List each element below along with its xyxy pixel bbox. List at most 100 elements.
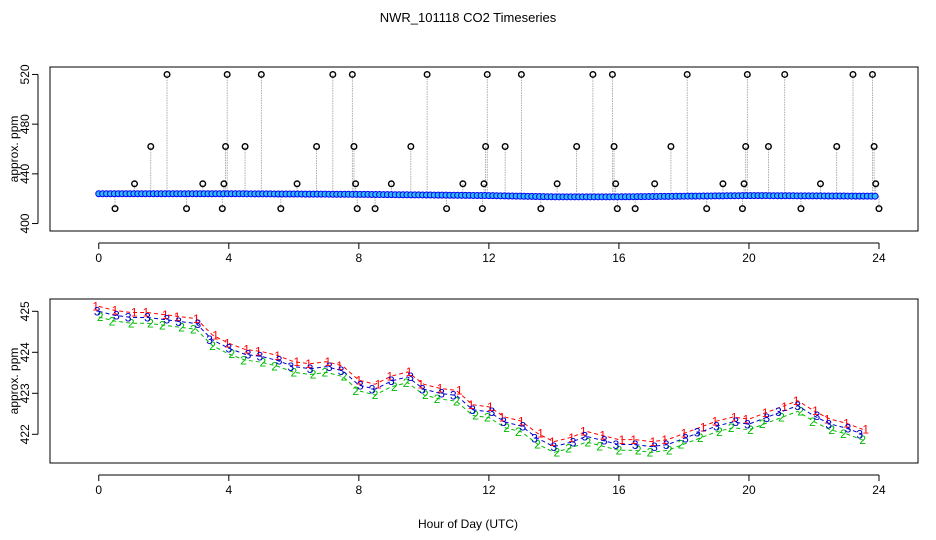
series-marker-1: 1 bbox=[619, 433, 626, 447]
outlier-point bbox=[667, 143, 675, 151]
series-marker-1: 1 bbox=[375, 377, 382, 391]
outlier-point bbox=[199, 180, 207, 188]
series-marker-3: 3 bbox=[194, 317, 201, 331]
outlier-point bbox=[781, 70, 789, 78]
series-marker-3: 3 bbox=[601, 434, 608, 448]
series-marker-2: 2 bbox=[840, 427, 847, 441]
series-marker-1: 1 bbox=[843, 416, 850, 430]
series-marker-2: 2 bbox=[228, 347, 235, 361]
series-marker-1: 1 bbox=[143, 306, 150, 320]
outlier-point bbox=[423, 70, 431, 78]
series-marker-2: 2 bbox=[109, 314, 116, 328]
outlier-point bbox=[147, 143, 155, 151]
series-marker-2: 2 bbox=[503, 421, 510, 435]
series-marker-2: 2 bbox=[147, 316, 154, 330]
x-tick-label: 16 bbox=[612, 251, 626, 265]
outlier-point bbox=[764, 143, 772, 151]
outlier-point bbox=[816, 180, 824, 188]
series-marker-3: 3 bbox=[531, 432, 538, 446]
outlier-point bbox=[683, 70, 691, 78]
series-marker-1: 1 bbox=[700, 421, 707, 435]
outlier-point bbox=[651, 180, 659, 188]
series-marker-1: 1 bbox=[731, 410, 738, 424]
series-marker-3: 3 bbox=[469, 403, 476, 417]
series-marker-1: 1 bbox=[456, 384, 463, 398]
series-marker-3: 3 bbox=[438, 387, 445, 401]
series-marker-3: 3 bbox=[694, 425, 701, 439]
x-tick-label: 16 bbox=[612, 483, 626, 497]
series-marker-3: 3 bbox=[276, 354, 283, 368]
series-marker-1: 1 bbox=[406, 365, 413, 379]
x-tick-label: 20 bbox=[742, 251, 756, 265]
outlier-point bbox=[742, 143, 750, 151]
series-marker-1: 1 bbox=[650, 435, 657, 449]
series-marker-3: 3 bbox=[794, 399, 801, 413]
series-marker-1: 1 bbox=[92, 300, 99, 314]
series-marker-3: 3 bbox=[450, 389, 457, 403]
series-marker-2: 2 bbox=[484, 411, 491, 425]
series-marker-2: 2 bbox=[747, 423, 754, 437]
outlier-point bbox=[875, 205, 883, 213]
series-marker-1: 1 bbox=[599, 429, 606, 443]
series-marker-1: 1 bbox=[162, 308, 169, 322]
series-marker-1: 1 bbox=[274, 349, 281, 363]
series-marker-3: 3 bbox=[245, 348, 252, 362]
top-panel: 0 4 8 12 16 20 24 400 440 480 520 approx. ppm bbox=[7, 64, 919, 265]
series-marker-3: 3 bbox=[775, 405, 782, 419]
series-marker-1: 1 bbox=[212, 328, 219, 342]
series-marker-2: 2 bbox=[678, 437, 685, 451]
series-marker-1: 1 bbox=[305, 357, 312, 371]
series-marker-1: 1 bbox=[255, 345, 262, 359]
y-tick-label: 424 bbox=[18, 342, 32, 362]
x-tick-label: 12 bbox=[482, 483, 496, 497]
series-marker-1: 1 bbox=[131, 306, 138, 320]
outlier-point bbox=[743, 70, 751, 78]
series-marker-3: 3 bbox=[338, 364, 345, 378]
series-marker-3: 3 bbox=[856, 428, 863, 442]
series-marker-2: 2 bbox=[828, 423, 835, 437]
series-marker-2: 2 bbox=[859, 433, 866, 447]
series-marker-2: 2 bbox=[321, 366, 328, 380]
series-marker-3: 3 bbox=[357, 378, 364, 392]
x-tick-label: 4 bbox=[225, 251, 232, 265]
series-marker-3: 3 bbox=[613, 438, 620, 452]
series-marker-1: 1 bbox=[499, 410, 506, 424]
outlier-point bbox=[553, 180, 561, 188]
baseline-point bbox=[871, 192, 879, 200]
series-marker-3: 3 bbox=[632, 438, 639, 452]
series-marker-1: 1 bbox=[812, 404, 819, 418]
outlier-point bbox=[480, 180, 488, 188]
outlier-point bbox=[350, 143, 358, 151]
series-marker-2: 2 bbox=[434, 392, 441, 406]
outlier-point bbox=[313, 143, 321, 151]
y-tick-label: 422 bbox=[18, 424, 32, 444]
series-marker-3: 3 bbox=[287, 360, 294, 374]
series-marker-1: 1 bbox=[549, 435, 556, 449]
x-tick-label: 12 bbox=[482, 251, 496, 265]
outlier-point bbox=[719, 180, 727, 188]
outlier-point bbox=[872, 180, 880, 188]
series-marker-2: 2 bbox=[159, 318, 166, 332]
series-marker-2: 2 bbox=[97, 310, 104, 324]
series-marker-3: 3 bbox=[369, 382, 376, 396]
series-marker-2: 2 bbox=[585, 435, 592, 449]
series-marker-2: 2 bbox=[271, 359, 278, 373]
series-marker-1: 1 bbox=[387, 369, 394, 383]
series-marker-1: 1 bbox=[468, 398, 475, 412]
series-marker-1: 1 bbox=[112, 304, 119, 318]
series-marker-1: 1 bbox=[537, 427, 544, 441]
series-line-2 bbox=[98, 316, 863, 453]
x-tick-label: 24 bbox=[872, 251, 886, 265]
series-marker-2: 2 bbox=[534, 437, 541, 451]
series-line-3 bbox=[98, 310, 863, 448]
series-marker-1: 1 bbox=[518, 414, 525, 428]
series-marker-2: 2 bbox=[128, 316, 135, 330]
series-marker-3: 3 bbox=[713, 419, 720, 433]
series-marker-3: 3 bbox=[845, 421, 852, 435]
series-marker-2: 2 bbox=[616, 443, 623, 457]
series-marker-1: 1 bbox=[293, 355, 300, 369]
series-marker-3: 3 bbox=[125, 311, 132, 325]
series-marker-3: 3 bbox=[489, 405, 496, 419]
series-marker-2: 2 bbox=[403, 376, 410, 390]
